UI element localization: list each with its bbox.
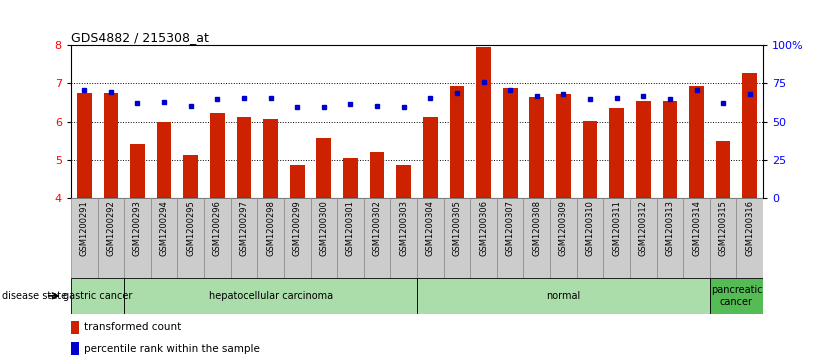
Bar bbox=[636, 101, 651, 198]
Bar bbox=[417, 198, 444, 278]
Bar bbox=[310, 198, 337, 278]
Bar bbox=[316, 138, 331, 198]
Text: disease state: disease state bbox=[2, 291, 67, 301]
Bar bbox=[550, 198, 577, 278]
Text: GSM1200297: GSM1200297 bbox=[239, 200, 249, 256]
Text: GSM1200309: GSM1200309 bbox=[559, 200, 568, 256]
Text: GSM1200307: GSM1200307 bbox=[505, 200, 515, 256]
Bar bbox=[476, 47, 491, 198]
Bar bbox=[524, 198, 550, 278]
Text: GSM1200299: GSM1200299 bbox=[293, 200, 302, 256]
Bar bbox=[390, 198, 417, 278]
Text: GSM1200306: GSM1200306 bbox=[479, 200, 488, 256]
Bar bbox=[369, 152, 384, 198]
Bar bbox=[610, 107, 624, 198]
Text: transformed count: transformed count bbox=[84, 322, 182, 332]
Text: GSM1200293: GSM1200293 bbox=[133, 200, 142, 256]
Text: GSM1200301: GSM1200301 bbox=[346, 200, 355, 256]
Text: normal: normal bbox=[546, 291, 580, 301]
Bar bbox=[204, 198, 231, 278]
Text: GSM1200292: GSM1200292 bbox=[106, 200, 115, 256]
Bar bbox=[470, 198, 497, 278]
Bar bbox=[290, 166, 304, 198]
Bar bbox=[151, 198, 178, 278]
Bar bbox=[710, 278, 763, 314]
Text: GSM1200295: GSM1200295 bbox=[186, 200, 195, 256]
Bar bbox=[630, 198, 656, 278]
Text: gastric cancer: gastric cancer bbox=[63, 291, 133, 301]
Bar bbox=[742, 73, 757, 198]
Bar bbox=[736, 198, 763, 278]
Bar bbox=[178, 198, 204, 278]
Bar bbox=[396, 165, 411, 198]
Text: GSM1200314: GSM1200314 bbox=[692, 200, 701, 256]
Text: pancreatic
cancer: pancreatic cancer bbox=[711, 285, 762, 307]
Text: GSM1200291: GSM1200291 bbox=[80, 200, 88, 256]
Bar bbox=[530, 97, 544, 198]
Bar bbox=[497, 198, 524, 278]
Bar bbox=[556, 94, 570, 198]
Bar bbox=[98, 198, 124, 278]
Bar bbox=[257, 198, 284, 278]
Text: GSM1200296: GSM1200296 bbox=[213, 200, 222, 256]
Bar bbox=[237, 117, 251, 198]
Bar bbox=[124, 278, 417, 314]
Bar bbox=[71, 278, 124, 314]
Bar bbox=[157, 122, 172, 198]
Text: GSM1200304: GSM1200304 bbox=[426, 200, 435, 256]
Bar bbox=[577, 198, 603, 278]
Bar bbox=[264, 119, 278, 198]
Text: GSM1200315: GSM1200315 bbox=[719, 200, 728, 256]
Bar bbox=[71, 321, 79, 334]
Bar bbox=[130, 144, 145, 198]
Text: hepatocellular carcinoma: hepatocellular carcinoma bbox=[208, 291, 333, 301]
Text: GDS4882 / 215308_at: GDS4882 / 215308_at bbox=[71, 31, 208, 44]
Bar bbox=[124, 198, 151, 278]
Text: GSM1200308: GSM1200308 bbox=[532, 200, 541, 256]
Bar bbox=[337, 198, 364, 278]
Text: GSM1200316: GSM1200316 bbox=[746, 200, 754, 256]
Bar bbox=[77, 93, 92, 198]
Text: GSM1200311: GSM1200311 bbox=[612, 200, 621, 256]
Text: GSM1200302: GSM1200302 bbox=[373, 200, 382, 256]
Bar bbox=[284, 198, 310, 278]
Bar bbox=[444, 198, 470, 278]
Text: GSM1200303: GSM1200303 bbox=[399, 200, 408, 256]
Bar bbox=[417, 278, 710, 314]
Text: GSM1200298: GSM1200298 bbox=[266, 200, 275, 256]
Text: percentile rank within the sample: percentile rank within the sample bbox=[84, 344, 260, 354]
Bar bbox=[583, 121, 597, 198]
Text: GSM1200305: GSM1200305 bbox=[452, 200, 461, 256]
Bar bbox=[710, 198, 736, 278]
Bar bbox=[689, 86, 704, 198]
Bar bbox=[656, 198, 683, 278]
Bar bbox=[423, 117, 438, 198]
Bar bbox=[343, 158, 358, 198]
Bar bbox=[183, 155, 198, 198]
Bar bbox=[662, 101, 677, 198]
Bar bbox=[450, 86, 465, 198]
Bar bbox=[503, 88, 518, 198]
Bar bbox=[364, 198, 390, 278]
Text: GSM1200310: GSM1200310 bbox=[585, 200, 595, 256]
Bar bbox=[716, 141, 731, 198]
Bar bbox=[71, 198, 98, 278]
Text: GSM1200300: GSM1200300 bbox=[319, 200, 329, 256]
Text: GSM1200312: GSM1200312 bbox=[639, 200, 648, 256]
Bar bbox=[71, 342, 79, 355]
Text: GSM1200313: GSM1200313 bbox=[666, 200, 675, 256]
Bar bbox=[603, 198, 630, 278]
Bar bbox=[210, 113, 224, 198]
Bar bbox=[683, 198, 710, 278]
Text: GSM1200294: GSM1200294 bbox=[159, 200, 168, 256]
Bar bbox=[103, 93, 118, 198]
Bar bbox=[231, 198, 257, 278]
